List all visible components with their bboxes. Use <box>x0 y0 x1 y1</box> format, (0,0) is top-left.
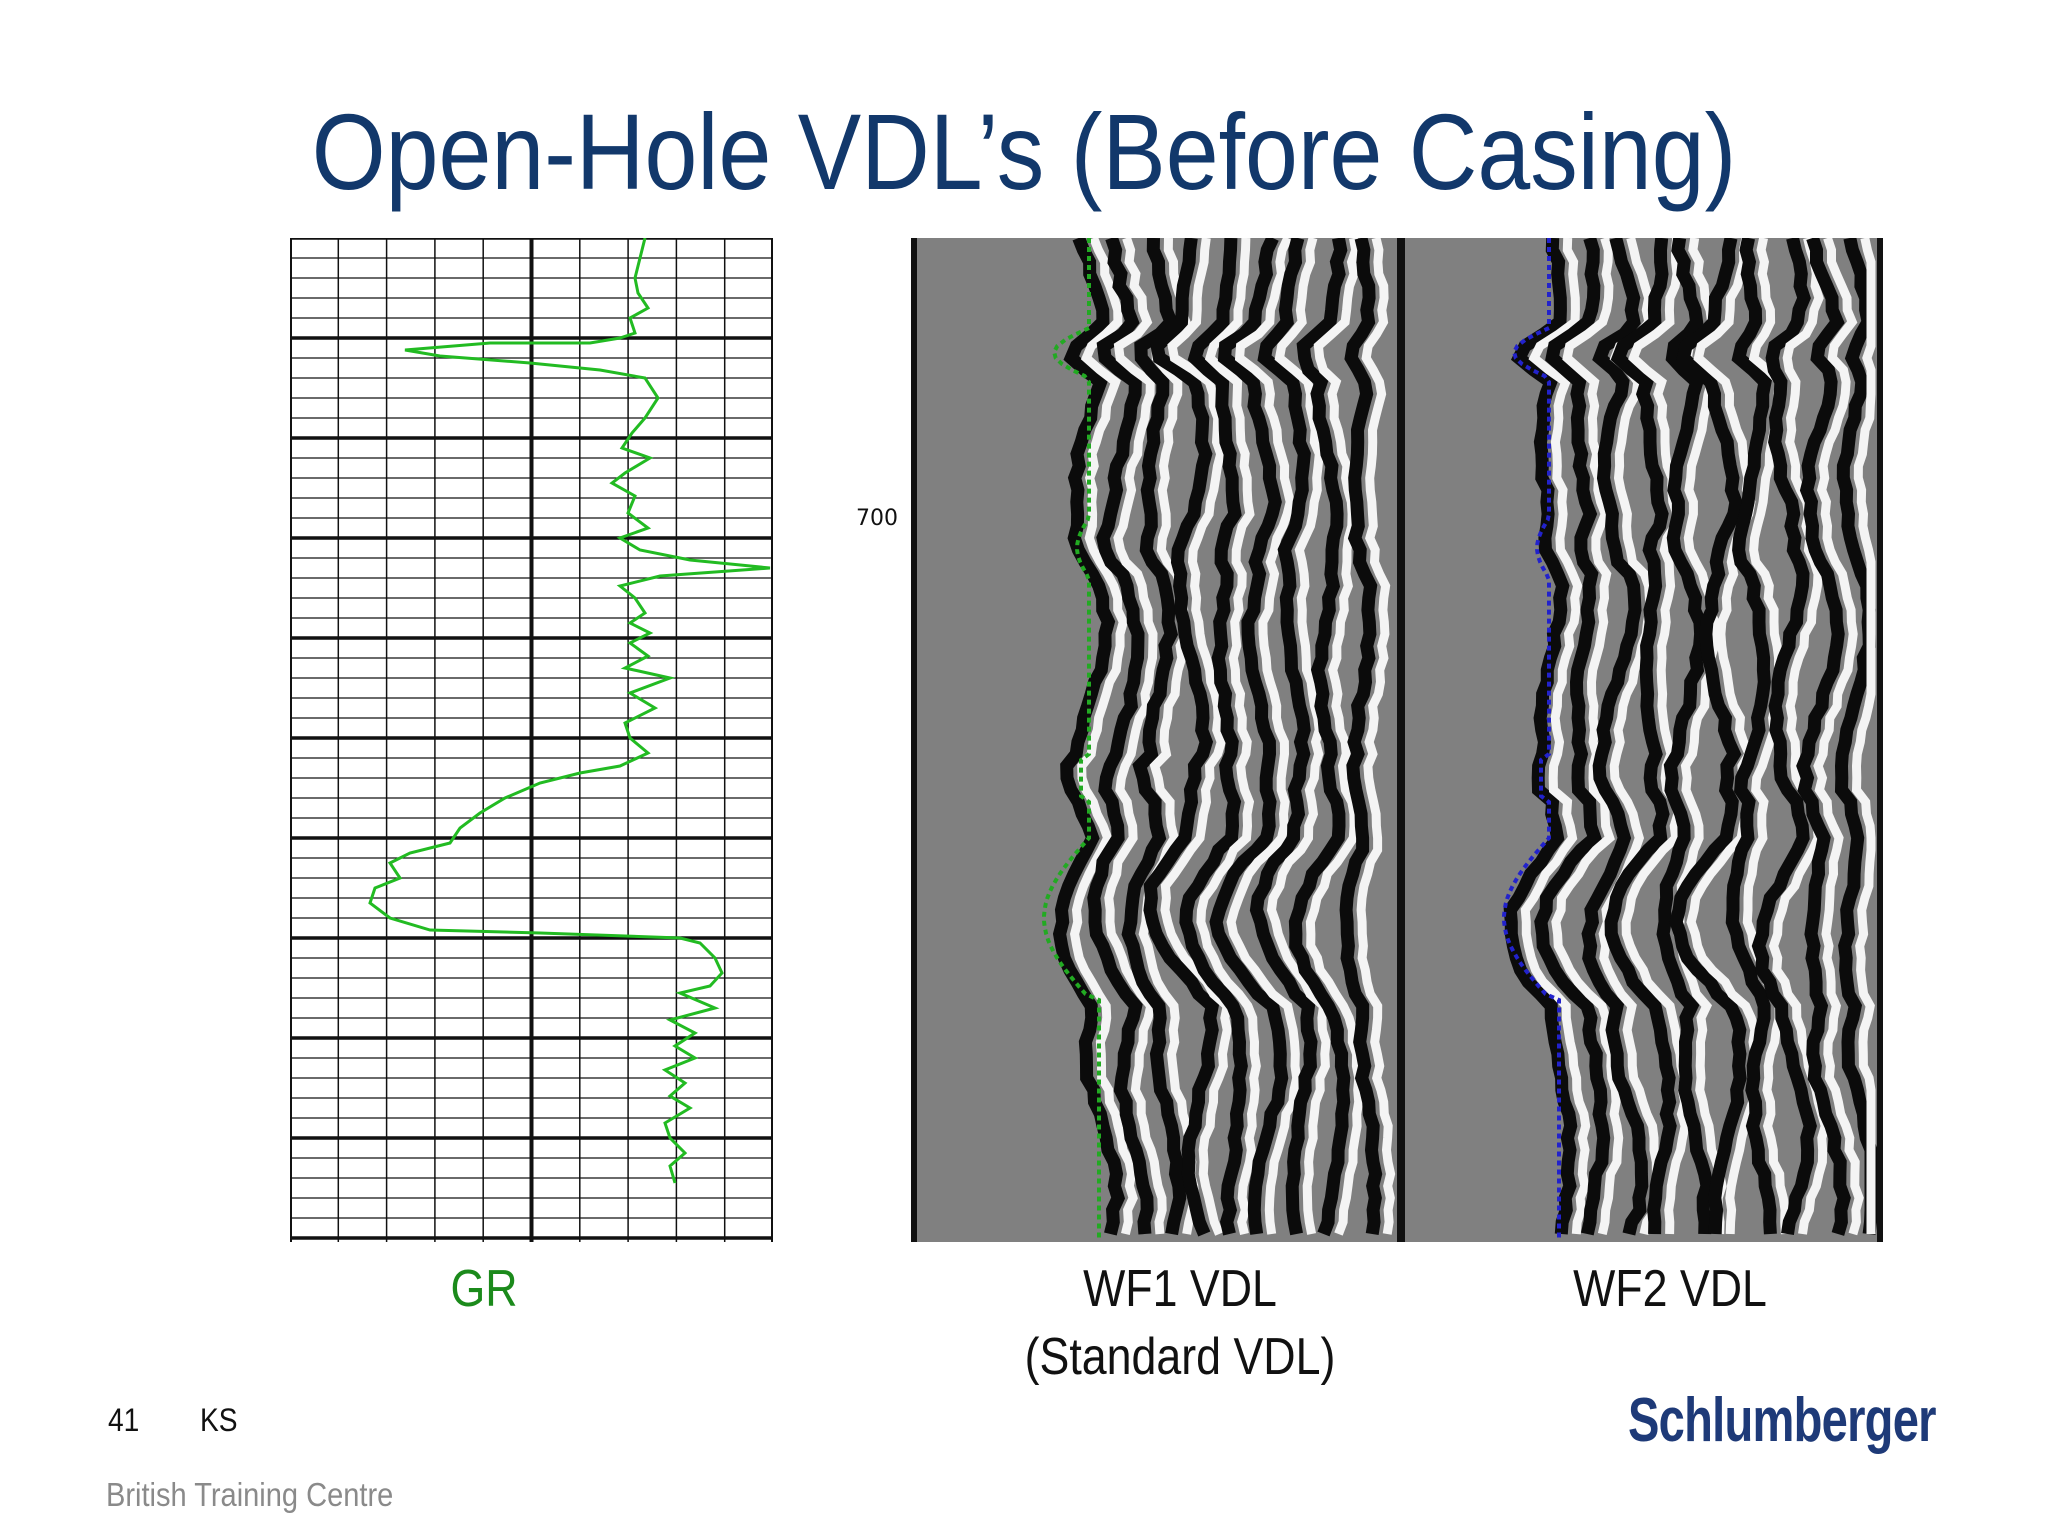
wf1-dark-band <box>1143 238 1220 1237</box>
wf2-dark-band <box>1725 238 1777 1235</box>
wf2-caption: WF2 VDL <box>1573 1260 1767 1318</box>
wf1-light-band <box>1069 238 1138 1236</box>
wf1-subcaption: (Standard VDL) <box>1024 1328 1336 1386</box>
vdl-left-border <box>911 238 917 1242</box>
wf2-dark-band <box>1834 238 1878 1235</box>
depth-label-700: 700 <box>856 506 898 531</box>
wf2-light-band <box>1673 238 1727 1235</box>
wf2-dark-band <box>1796 238 1851 1236</box>
training-centre-label: British Training Centre <box>106 1476 394 1513</box>
wf1-light-band <box>1356 238 1396 1235</box>
wf1-light-band <box>1196 238 1261 1236</box>
vdl-tracks <box>911 238 1883 1242</box>
gamma-ray-track <box>290 238 773 1242</box>
wf1-light-band <box>1138 238 1200 1235</box>
wf2-light-band <box>1551 238 1624 1235</box>
wf1-light-band <box>1266 238 1331 1235</box>
wf2-dark-band <box>1604 238 1677 1235</box>
gr-curve <box>368 238 771 1184</box>
wf2-light-band <box>1851 238 1876 1234</box>
wf1-dark-band <box>1052 238 1126 1236</box>
wf1-dark-band <box>1087 238 1154 1235</box>
slide-title: Open-Hole VDL’s (Before Casing) <box>311 91 1737 212</box>
wf1-light-band <box>1305 238 1364 1236</box>
wf2-light-band <box>1813 238 1864 1236</box>
schlumberger-logo: Schlumberger <box>1628 1386 1936 1455</box>
page-number: 41 <box>108 1402 140 1438</box>
wf2-first-arrival-line <box>1501 238 1561 1240</box>
wf1-dark-band <box>1179 238 1248 1236</box>
author-initials: KS <box>200 1402 238 1438</box>
wf2-light-band <box>1598 238 1662 1236</box>
wf1-caption: WF1 VDL <box>1083 1260 1277 1318</box>
wf1-light-band <box>1160 238 1233 1236</box>
wf1-dark-band <box>1249 238 1318 1236</box>
wf1-light-band <box>1226 238 1302 1235</box>
vdl-track-divider <box>1397 238 1405 1242</box>
wf1-first-arrival-line <box>1041 238 1101 1240</box>
wf2-dark-band <box>1751 238 1817 1235</box>
wf1-light-band <box>1104 238 1167 1235</box>
wf1-dark-band <box>1209 238 1289 1235</box>
wf2-dark-band <box>1581 238 1649 1236</box>
wf1-dark-band <box>1288 238 1351 1237</box>
wf1-dark-band <box>1339 238 1383 1236</box>
gr-grid <box>290 238 773 1242</box>
wf2-dark-band <box>1656 238 1714 1235</box>
wf1-vdl-image <box>1052 238 1396 1237</box>
wf2-dark-band <box>1669 238 1747 1235</box>
wf1-dark-band <box>1121 238 1187 1236</box>
wf2-vdl-image <box>1503 238 1878 1236</box>
wf2-dark-band <box>1503 238 1578 1235</box>
gr-caption: GR <box>450 1260 518 1318</box>
wf2-light-band <box>1520 238 1591 1235</box>
wf2-dark-band <box>1534 238 1611 1236</box>
vdl-right-border <box>1877 238 1883 1242</box>
